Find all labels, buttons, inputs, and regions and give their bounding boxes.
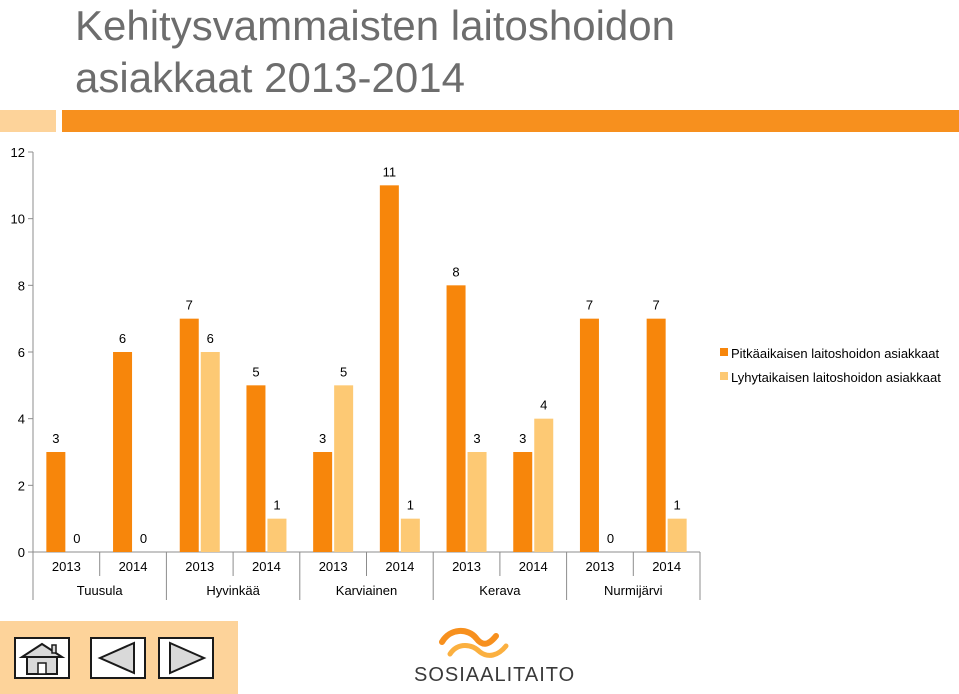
x-tick-label: 2014 <box>252 559 281 574</box>
page-title: Kehitysvammaisten laitoshoidon asiakkaat… <box>75 0 935 104</box>
data-label: 3 <box>52 431 59 446</box>
previous-button[interactable] <box>90 637 146 679</box>
x-tick-label: 2014 <box>385 559 414 574</box>
x-tick-label: 2013 <box>185 559 214 574</box>
bar-chart: 0 2 4 6 8 10 12 3 6 7 5 3 11 8 3 7 7 0 0 6 1 5 1 3 4 0 1 2013 2014 20… <box>11 145 941 600</box>
data-label: 6 <box>207 331 214 346</box>
bar-series2 <box>467 452 487 552</box>
x-group-label: Tuusula <box>77 583 124 598</box>
x-group-label: Karviainen <box>336 583 397 598</box>
x-group-label: Hyvinkää <box>206 583 260 598</box>
data-label: 8 <box>452 264 459 279</box>
next-button[interactable] <box>158 637 214 679</box>
y-tick-label: 12 <box>11 145 25 160</box>
title-line-2: asiakkaat 2013-2014 <box>75 54 465 101</box>
legend-swatch <box>720 372 728 380</box>
bar-series1 <box>579 318 599 552</box>
bar-series2 <box>534 418 554 552</box>
home-button[interactable] <box>14 637 70 679</box>
bar-series2 <box>667 518 687 552</box>
bar-series1 <box>379 185 399 553</box>
y-tick-label: 2 <box>18 478 25 493</box>
y-tick-label: 4 <box>18 412 25 427</box>
x-tick-label: 2014 <box>652 559 681 574</box>
data-label: 1 <box>674 498 681 513</box>
bar-series1 <box>446 285 466 552</box>
sosiaalitaito-logo-mark <box>439 628 509 658</box>
title-line-1: Kehitysvammaisten laitoshoidon <box>75 2 675 49</box>
data-label: 3 <box>519 431 526 446</box>
x-tick-label: 2013 <box>585 559 614 574</box>
y-tick-label: 10 <box>11 212 25 227</box>
data-label: 5 <box>340 364 347 379</box>
legend-swatch <box>720 348 728 356</box>
data-label: 4 <box>540 398 547 413</box>
x-tick-label: 2013 <box>452 559 481 574</box>
data-label: 7 <box>186 298 193 313</box>
data-label: 1 <box>407 498 414 513</box>
x-tick-label: 2014 <box>119 559 148 574</box>
data-label: 3 <box>473 431 480 446</box>
data-label: 0 <box>73 531 80 546</box>
bar-series2 <box>334 385 354 552</box>
bar-series1 <box>113 352 133 552</box>
data-label: 3 <box>319 431 326 446</box>
x-tick-label: 2014 <box>519 559 548 574</box>
data-label: 6 <box>119 331 126 346</box>
bar-series1 <box>246 385 266 552</box>
triangle-left-icon <box>97 641 135 675</box>
data-label: 7 <box>586 298 593 313</box>
header-accent-left <box>0 110 56 132</box>
x-tick-label: 2013 <box>319 559 348 574</box>
bar-series2 <box>267 518 287 552</box>
data-label: 1 <box>273 498 280 513</box>
legend-entry: Lyhytaikaisen laitoshoidon asiakkaat <box>731 370 941 385</box>
data-label: 0 <box>140 531 147 546</box>
data-label: 7 <box>653 298 660 313</box>
triangle-right-icon <box>169 641 207 675</box>
logo-text: SOSIAALITAITO <box>414 664 576 686</box>
y-tick-label: 0 <box>18 545 25 560</box>
bar-series1 <box>646 318 666 552</box>
bar-series1 <box>513 452 533 552</box>
y-tick-label: 6 <box>18 345 25 360</box>
y-tick-label: 8 <box>18 278 25 293</box>
data-label: 5 <box>252 364 259 379</box>
bar-series1 <box>46 452 66 552</box>
x-group-label: Nurmijärvi <box>604 583 663 598</box>
home-icon <box>18 642 66 675</box>
data-label: 11 <box>383 164 397 179</box>
header-accent-right <box>62 110 959 132</box>
bar-series2 <box>400 518 420 552</box>
bar-series1 <box>179 318 199 552</box>
x-group-label: Kerava <box>479 583 521 598</box>
legend-entry: Pitkäaikaisen laitoshoidon asiakkaat <box>731 346 940 361</box>
x-tick-label: 2013 <box>52 559 81 574</box>
bar-series2 <box>200 352 220 552</box>
bar-series1 <box>313 452 333 552</box>
data-label: 0 <box>607 531 614 546</box>
